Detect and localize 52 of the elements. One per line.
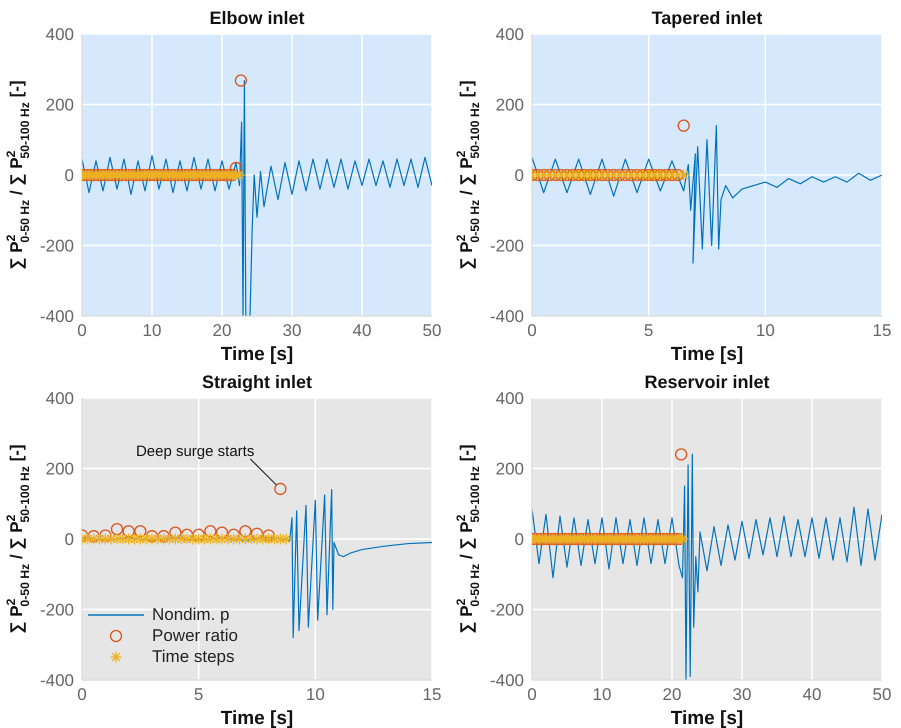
legend-label: Nondim. p bbox=[152, 604, 230, 625]
x-axis-title: Time [s] bbox=[220, 708, 294, 728]
x-tick-label: 20 bbox=[662, 685, 682, 704]
y-tick-label: 400 bbox=[46, 389, 74, 408]
x-tick-label: 10 bbox=[306, 685, 325, 704]
y-tick-label: 400 bbox=[496, 389, 524, 408]
chart-title: Tapered inlet bbox=[650, 8, 764, 29]
x-axis-title: Time [s] bbox=[670, 708, 744, 728]
x-tick-label: 0 bbox=[527, 685, 537, 704]
x-tick-label: 0 bbox=[77, 685, 87, 704]
chart-title: Straight inlet bbox=[200, 372, 313, 393]
x-tick-label: 10 bbox=[756, 321, 775, 340]
y-tick-label: -400 bbox=[40, 307, 74, 326]
y-tick-label: -200 bbox=[490, 236, 524, 256]
x-tick-label: 5 bbox=[194, 685, 204, 704]
y-tick-label: -400 bbox=[490, 307, 524, 326]
chart-title: Elbow inlet bbox=[208, 8, 306, 29]
y-tick-label: 200 bbox=[496, 96, 524, 115]
x-tick-label: 30 bbox=[282, 321, 302, 340]
y-tick-label: 200 bbox=[46, 460, 74, 479]
x-tick-label: 30 bbox=[732, 685, 752, 704]
x-tick-label: 15 bbox=[422, 685, 442, 704]
y-tick-label: -200 bbox=[40, 600, 74, 620]
x-tick-label: 10 bbox=[142, 321, 162, 340]
x-axis-title: Time [s] bbox=[220, 344, 294, 365]
chart-title: Reservoir inlet bbox=[643, 372, 771, 393]
legend-label: Power ratio bbox=[152, 625, 238, 646]
y-tick-label: -200 bbox=[490, 600, 524, 620]
x-tick-label: 10 bbox=[592, 685, 612, 704]
legend-label: Time steps bbox=[152, 646, 235, 667]
x-tick-label: 40 bbox=[802, 685, 822, 704]
y-tick-label: -400 bbox=[490, 671, 524, 690]
x-tick-label: 50 bbox=[872, 685, 892, 704]
x-tick-label: 50 bbox=[422, 321, 442, 340]
y-tick-label: -400 bbox=[40, 671, 74, 690]
x-tick-label: 20 bbox=[212, 321, 232, 340]
y-tick-label: 400 bbox=[496, 25, 524, 44]
x-tick-label: 40 bbox=[352, 321, 372, 340]
y-tick-label: 400 bbox=[46, 25, 74, 44]
x-axis-title: Time [s] bbox=[670, 344, 744, 365]
annotation: Deep surge starts bbox=[136, 442, 254, 460]
x-tick-label: 5 bbox=[644, 321, 654, 340]
y-tick-label: 0 bbox=[514, 530, 524, 550]
x-tick-label: 0 bbox=[527, 321, 537, 340]
y-tick-label: 0 bbox=[64, 166, 74, 186]
x-tick-label: 15 bbox=[872, 321, 892, 340]
x-tick-label: 0 bbox=[77, 321, 87, 340]
y-tick-label: 200 bbox=[496, 460, 524, 479]
y-tick-label: -200 bbox=[40, 236, 74, 256]
y-tick-label: 0 bbox=[64, 530, 74, 550]
y-tick-label: 0 bbox=[514, 166, 524, 186]
y-tick-label: 200 bbox=[46, 96, 74, 115]
